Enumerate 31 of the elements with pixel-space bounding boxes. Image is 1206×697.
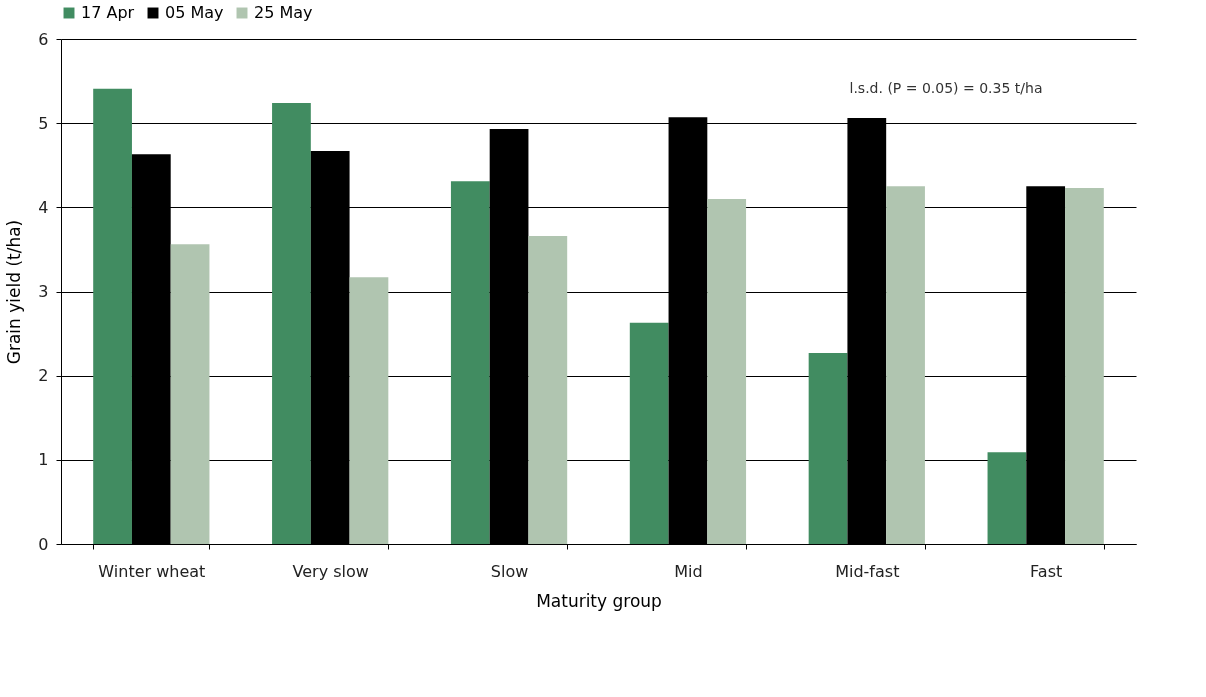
bar [528, 235, 568, 544]
x-tick-label: Mid [674, 561, 703, 581]
x-tick-label: Very slow [292, 561, 369, 581]
bar [707, 198, 747, 544]
bar [629, 322, 669, 544]
bar [272, 102, 311, 544]
bar [170, 244, 210, 544]
legend-label: 25 May [254, 3, 313, 22]
x-axis-title: Maturity group [536, 590, 662, 611]
x-tick-label: Slow [490, 561, 529, 581]
y-tick-label: 6 [38, 29, 49, 49]
y-tick-label: 3 [38, 282, 49, 301]
bar [450, 181, 490, 544]
bar [808, 352, 848, 544]
y-axis-title: Grain yield (t/ha) [4, 219, 25, 365]
legend-label: 05 May [165, 3, 224, 22]
y-tick-label: 1 [38, 450, 49, 470]
y-tick-label: 2 [38, 366, 49, 386]
x-tick-label: Winter wheat [98, 561, 206, 581]
bar [1065, 187, 1104, 544]
x-tick-label: Mid-fast [835, 561, 900, 581]
annotation: l.s.d. (P = 0.05) = 0.35 t/ha [849, 80, 1043, 96]
bar [987, 452, 1027, 544]
bar [886, 186, 925, 544]
y-tick-label: 5 [38, 113, 49, 133]
y-tick-label: 0 [38, 534, 49, 554]
bar [93, 88, 132, 544]
x-tick-label: Fast [1030, 561, 1063, 581]
legend-label: 17 Apr [81, 3, 135, 22]
bar [349, 277, 389, 544]
y-tick-label: 4 [38, 197, 49, 217]
